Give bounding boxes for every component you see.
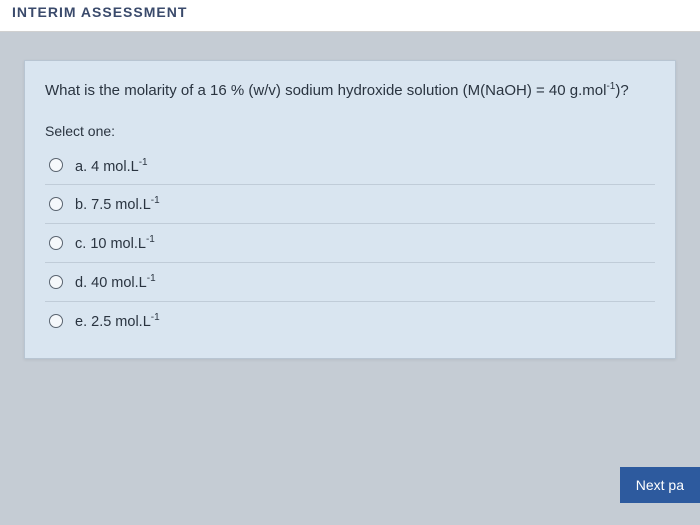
radio-icon[interactable] [49,197,63,211]
question-pre: What is the molarity of a 16 % (w/v) sod… [45,82,606,99]
option-letter: c. [75,236,86,252]
option-text: c. 10 mol.L-1 [75,234,155,252]
next-page-button[interactable]: Next pa [620,467,700,503]
option-a[interactable]: a. 4 mol.L-1 [45,147,655,186]
option-value: 10 mol.L [90,236,146,252]
option-letter: e. [75,314,87,330]
option-value: 7.5 mol.L [91,197,151,213]
option-letter: b. [75,197,87,213]
option-exp: -1 [139,157,148,168]
option-exp: -1 [147,273,156,284]
option-b[interactable]: b. 7.5 mol.L-1 [45,185,655,224]
option-c[interactable]: c. 10 mol.L-1 [45,224,655,263]
question-card: What is the molarity of a 16 % (w/v) sod… [24,60,676,359]
question-text: What is the molarity of a 16 % (w/v) sod… [45,79,655,103]
page-header: INTERIM ASSESSMENT [0,0,700,32]
option-text: d. 40 mol.L-1 [75,273,156,291]
option-e[interactable]: e. 2.5 mol.L-1 [45,302,655,340]
radio-icon[interactable] [49,275,63,289]
radio-icon[interactable] [49,314,63,328]
option-text: b. 7.5 mol.L-1 [75,195,160,213]
option-value: 40 mol.L [91,275,147,291]
option-value: 4 mol.L [91,158,139,174]
radio-icon[interactable] [49,236,63,250]
header-title: INTERIM ASSESSMENT [12,4,187,20]
option-value: 2.5 mol.L [91,314,151,330]
option-exp: -1 [151,195,160,206]
radio-icon[interactable] [49,158,63,172]
select-one-label: Select one: [45,123,655,139]
option-exp: -1 [151,312,160,323]
page-background: What is the molarity of a 16 % (w/v) sod… [0,32,700,525]
option-d[interactable]: d. 40 mol.L-1 [45,263,655,302]
option-exp: -1 [146,234,155,245]
option-letter: d. [75,275,87,291]
option-letter: a. [75,158,87,174]
question-post: )? [615,82,628,99]
option-text: e. 2.5 mol.L-1 [75,312,160,330]
option-text: a. 4 mol.L-1 [75,157,148,175]
